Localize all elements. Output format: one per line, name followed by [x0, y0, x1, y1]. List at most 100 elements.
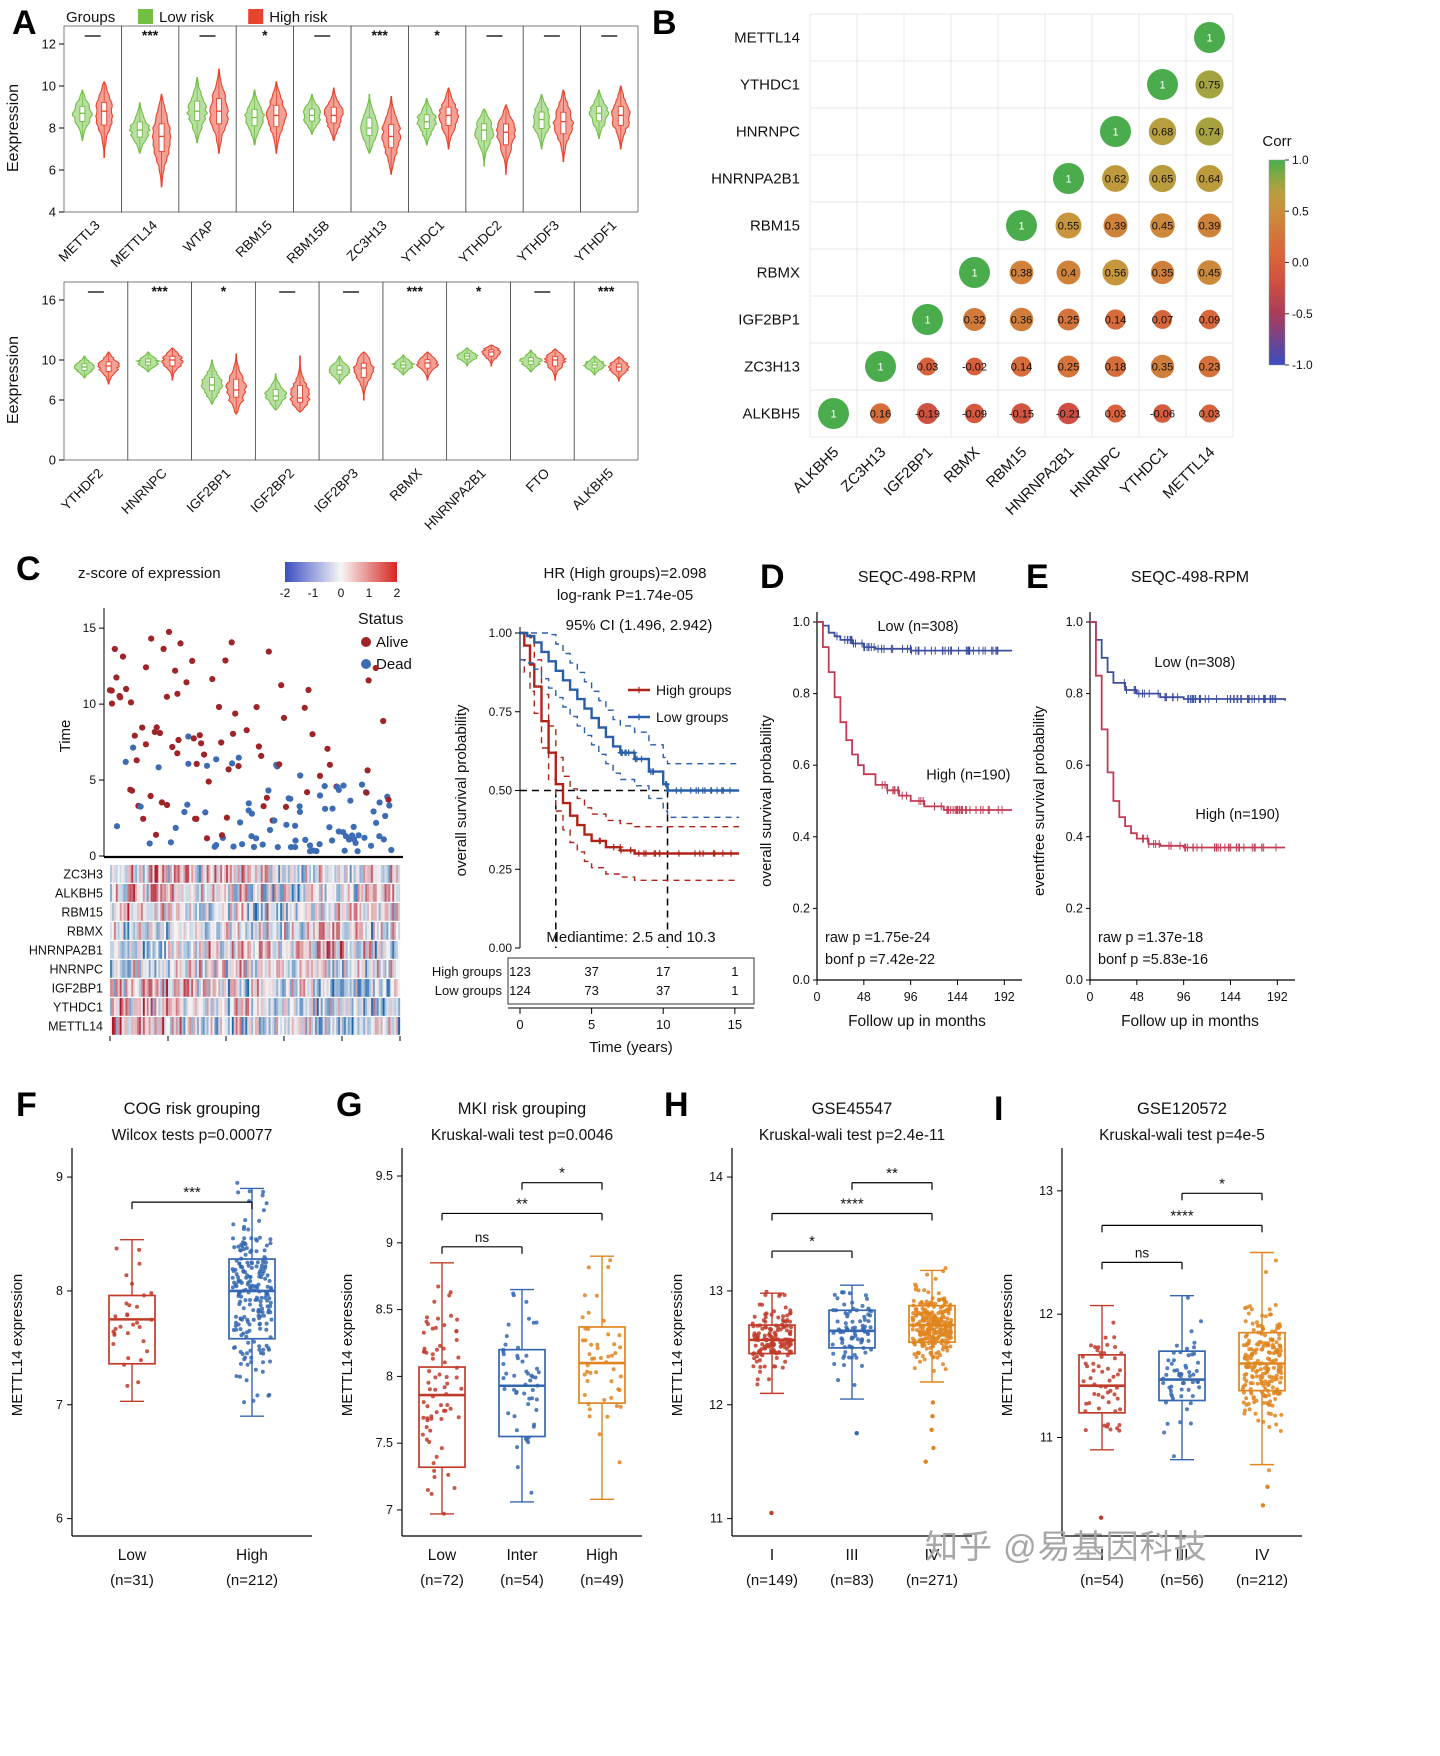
corr-value: 0.14: [1011, 362, 1032, 374]
corr-dot: [1105, 356, 1126, 377]
gene-label: YTHDC2: [456, 218, 505, 267]
correlation-panel: METTL14 1 YTHDC1 1 0.75 HNRNPC 1 0.68 0.74 HNRNPA…: [711, 13, 1313, 519]
corr-dot: [1055, 212, 1082, 239]
groups-legend: Groups Low risk High risk: [66, 9, 328, 26]
km-curve: [1090, 621, 1286, 849]
y-tick-label: 11: [710, 1512, 723, 1526]
facet-border: [63, 281, 129, 461]
outlier-point: [854, 1431, 859, 1436]
group-label: High: [236, 1547, 268, 1564]
colorbar-tick: -0.5: [1292, 307, 1313, 321]
panel-title: SEQC-498-RPM: [858, 569, 976, 586]
km-ylabel: overall survival probability: [758, 715, 775, 887]
corr-dot: [1102, 259, 1129, 286]
corr-dot: [912, 304, 943, 335]
x-tick-label: 5: [588, 1017, 595, 1032]
y-tick-label: 8: [56, 1284, 63, 1298]
expression-heatmap: [110, 865, 401, 1035]
corr-value: 0.39: [1199, 221, 1220, 233]
significance-label: *: [559, 1165, 565, 1182]
y-tick-label: 12: [709, 1398, 723, 1412]
gene-label: IGF2BP1: [184, 466, 234, 516]
km-legend-label: High groups: [656, 682, 732, 698]
y-tick-label: 0.00: [489, 941, 513, 955]
x-tick-label: 144: [1220, 990, 1241, 1004]
y-tick-label: 8: [386, 1369, 393, 1383]
group-n-label: (n=271): [906, 1572, 958, 1589]
status-legend-title: Status: [358, 611, 403, 628]
significance-label: ****: [840, 1196, 864, 1213]
y-tick-label: 6: [49, 393, 56, 408]
corr-col-label: IGF2BP1: [881, 444, 937, 500]
gene-label: RBM15: [233, 218, 275, 260]
y-tick-label: 0.50: [489, 784, 513, 798]
jitter-points: [230, 1180, 274, 1405]
corr-dot: [1053, 163, 1084, 194]
corr-col-label: RBM15: [983, 444, 1030, 491]
box-group: [578, 1255, 626, 1500]
y-tick-label: 9.5: [376, 1169, 393, 1183]
y-axis-label: METTL14 expression: [999, 1274, 1016, 1417]
km-ci-upper: [520, 632, 740, 828]
km-series-label: Low (n=308): [1154, 655, 1235, 671]
corr-value: 0.74: [1199, 127, 1220, 139]
km-ci-upper: [520, 632, 740, 765]
y-tick-label: 0.0: [1066, 973, 1083, 987]
facet-border: [127, 281, 192, 461]
y-tick-label: 1.00: [489, 626, 513, 640]
corr-value: 0.03: [917, 362, 938, 374]
corr-value: 0.45: [1199, 268, 1220, 280]
zscore-tick: -2: [280, 586, 291, 600]
km-stat-ci: 95% CI (1.496, 2.942): [566, 617, 713, 634]
group-label: III: [1176, 1547, 1189, 1564]
facet-border: [350, 25, 409, 213]
corr-dot: [1153, 404, 1172, 423]
corr-dot: [1011, 356, 1032, 377]
corr-value: 0.35: [1152, 268, 1173, 280]
y-tick-label: 13: [709, 1284, 723, 1298]
km-ylabel: overall survival probability: [453, 704, 470, 876]
heatmap-row-label: ALKBH5: [55, 887, 103, 901]
x-tick-label: 10: [656, 1017, 670, 1032]
outlier-point: [931, 1445, 936, 1451]
risk-count: 37: [584, 964, 598, 979]
significance-label: **: [516, 1195, 528, 1212]
y-tick-label: 12: [42, 37, 56, 52]
heatmap-row-label: METTL14: [48, 1020, 103, 1034]
corr-dot: [870, 403, 891, 424]
y-tick-label: 7: [56, 1398, 63, 1412]
y-tick-label: 0.2: [793, 901, 810, 915]
y-tick-label: 7.5: [376, 1436, 393, 1450]
box-panel-gse120572: GSE120572 Kruskal-wali test p=4e-5 METTL14…: [999, 1100, 1302, 1589]
outlier-point: [1260, 1503, 1266, 1508]
gene-label: METTL14: [108, 217, 161, 270]
risk-table-box: [507, 957, 755, 1005]
colorbar-tick: 0.0: [1292, 256, 1309, 270]
corr-row-label: YTHDC1: [740, 77, 800, 94]
corr-dot: [1106, 404, 1125, 423]
panel-subtitle: Kruskal-wali test p=2.4e-11: [759, 1127, 945, 1144]
colorbar-title: Corr: [1262, 133, 1291, 150]
outlier-point: [1098, 1515, 1104, 1520]
gene-label: RBMX: [387, 466, 425, 504]
significance-label: ***: [598, 283, 615, 299]
corr-row-label: METTL14: [734, 30, 800, 47]
status-legend-label: Alive: [376, 634, 409, 651]
group-label: I: [1100, 1547, 1104, 1564]
km-xlabel: Time (years): [589, 1039, 673, 1056]
corr-value: 0.45: [1152, 221, 1173, 233]
facet-border: [254, 281, 320, 461]
corr-dot: [1147, 69, 1178, 100]
corr-value: 0.25: [1058, 362, 1079, 374]
corr-value: 0.03: [1105, 409, 1126, 421]
risk-count: 37: [656, 983, 670, 998]
corr-dot: [1195, 70, 1224, 99]
jitter-points: [910, 1266, 954, 1464]
km-legend-label: Low groups: [656, 709, 728, 725]
km-pvalue: raw p =1.75e-24: [825, 930, 930, 946]
facet-border: [63, 25, 122, 213]
group-label: Low: [428, 1547, 457, 1564]
group-n-label: (n=54): [500, 1572, 544, 1589]
y-tick-label: 9: [386, 1236, 393, 1250]
